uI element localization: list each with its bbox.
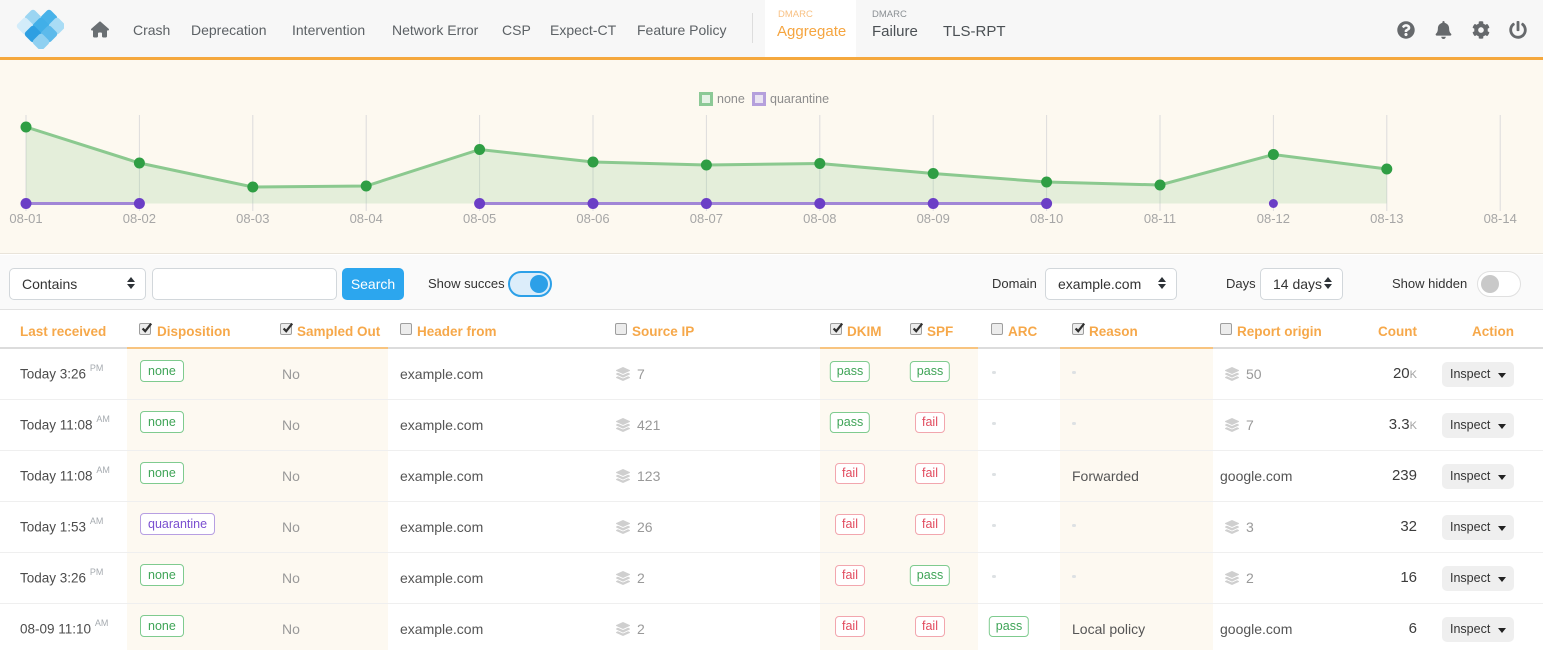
svg-text:08-02: 08-02	[123, 211, 156, 226]
svg-text:08-12: 08-12	[1257, 211, 1290, 226]
svg-text:08-07: 08-07	[690, 211, 723, 226]
svg-text:08-04: 08-04	[350, 211, 383, 226]
svg-text:08-08: 08-08	[803, 211, 836, 226]
svg-text:08-10: 08-10	[1030, 211, 1063, 226]
svg-text:08-09: 08-09	[917, 211, 950, 226]
svg-text:08-05: 08-05	[463, 211, 496, 226]
svg-text:08-14: 08-14	[1484, 211, 1517, 226]
svg-text:08-03: 08-03	[236, 211, 269, 226]
svg-text:08-11: 08-11	[1144, 211, 1176, 226]
svg-text:08-01: 08-01	[9, 211, 42, 226]
svg-text:08-06: 08-06	[576, 211, 609, 226]
svg-text:08-13: 08-13	[1370, 211, 1403, 226]
